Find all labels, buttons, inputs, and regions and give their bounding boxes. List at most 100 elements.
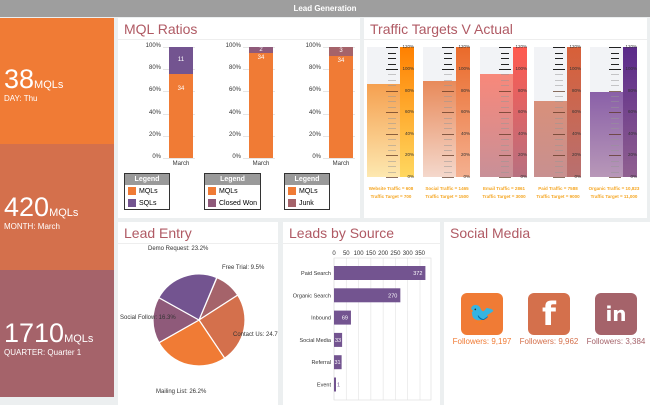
kpi-unit: MQLs xyxy=(34,79,64,91)
gauge-tick xyxy=(386,155,398,157)
kpi-unit: MQLs xyxy=(49,207,79,219)
gauge-tick xyxy=(444,74,452,76)
gauge-tick xyxy=(609,133,621,135)
gauge-scale-column xyxy=(513,47,527,177)
bar-segment-mqls[interactable] xyxy=(329,56,353,158)
pie-label: Contact Us: 24.7% xyxy=(233,332,278,338)
gauge-tick xyxy=(611,139,619,141)
gauge-scale-label: 120% xyxy=(402,44,414,50)
gauge-scale-label: 20% xyxy=(627,152,637,158)
gauge-tick xyxy=(444,96,452,97)
gauge-tick xyxy=(555,96,563,97)
bar-segment-sqls[interactable] xyxy=(169,47,193,75)
traffic-actual: Website Traffic = 608 xyxy=(368,186,414,191)
gauge-scale-label: 100% xyxy=(569,66,581,71)
kpi-quarter: 1710MQLs QUARTER: Quarter 1 xyxy=(0,270,114,397)
traffic-actual: Email Traffic = 2861 xyxy=(483,186,525,191)
pie-label: Demo Request: 23.2% xyxy=(148,246,209,252)
gauge-tick xyxy=(444,150,452,151)
panel-title: Leads by Source xyxy=(283,222,440,244)
bar[interactable] xyxy=(334,377,336,392)
bar-segment-mqls[interactable] xyxy=(169,74,193,158)
legend-item: Junk xyxy=(285,197,329,209)
facebook-icon[interactable]: f xyxy=(528,293,570,335)
gauge-tick xyxy=(501,166,509,168)
bar[interactable] xyxy=(334,288,401,303)
data-label: 34 xyxy=(337,58,345,64)
bar[interactable] xyxy=(334,310,351,325)
gauge-tick xyxy=(388,128,396,130)
gauge-tick xyxy=(442,177,454,178)
gauge-tick xyxy=(501,106,509,108)
pie-slice[interactable] xyxy=(158,319,226,367)
gauge-tick xyxy=(501,144,509,146)
x-tick-label: 300 xyxy=(403,251,414,257)
pie-slice[interactable] xyxy=(152,296,201,344)
gauge-tick xyxy=(553,90,565,92)
gauge-tick xyxy=(555,128,563,130)
legend-label: Closed Won xyxy=(219,199,258,207)
gauge-tick xyxy=(501,160,509,162)
gauge-tick xyxy=(501,85,509,87)
gauge-tick xyxy=(611,128,619,130)
gauge-tick xyxy=(444,79,452,81)
bar[interactable] xyxy=(334,266,426,280)
gauge-tick xyxy=(388,166,396,168)
bar-segment-junk[interactable] xyxy=(329,47,353,56)
gauge-tick xyxy=(388,96,396,97)
kpi-value: 38 xyxy=(4,64,35,94)
legend-swatch xyxy=(128,187,136,195)
bar-segment-closed-won[interactable] xyxy=(249,47,273,54)
gauge-scale-label: 0% xyxy=(630,174,637,179)
gauge-scale-label: 120% xyxy=(625,44,637,50)
gauge-tick xyxy=(553,69,565,70)
gauge-tick xyxy=(501,171,509,173)
gauge-tick xyxy=(386,177,398,178)
linkedin-icon[interactable]: in xyxy=(595,293,637,335)
gauge-tick xyxy=(555,85,563,87)
gauge-tick xyxy=(501,52,509,54)
gauge-tick xyxy=(388,74,396,76)
gauge-tick xyxy=(388,58,396,60)
y-tick-label: 100% xyxy=(145,43,161,49)
plot-area xyxy=(333,257,432,401)
y-tick-label: 100% xyxy=(225,43,241,49)
gauge-tick xyxy=(555,63,563,65)
y-tick-label: 0% xyxy=(232,154,241,160)
social-item[interactable]: in Followers: 3,384 xyxy=(583,293,649,346)
gauge-scale-label: 120% xyxy=(569,44,581,50)
gauge-tick xyxy=(611,85,619,87)
gauge-tick xyxy=(386,47,398,49)
gauge-tick xyxy=(555,117,563,119)
twitter-icon[interactable]: 🐦 xyxy=(461,293,503,335)
bar-segment-mqls[interactable] xyxy=(249,53,273,158)
x-tick-label: March xyxy=(172,161,190,167)
social-item[interactable]: f Followers: 9,962 xyxy=(516,293,582,346)
social-item[interactable]: 🐦 Followers: 9,197 xyxy=(449,293,515,346)
y-tick-label: Event xyxy=(317,383,332,389)
gauge-tick xyxy=(555,52,563,54)
gauge-tick xyxy=(611,171,619,173)
bar[interactable] xyxy=(334,332,343,347)
bar[interactable] xyxy=(334,355,342,370)
traffic-actual: Organic Traffic = 10,823 xyxy=(588,186,640,191)
social-media-panel: Social Media 🐦 Followers: 9,197 f Followers… xyxy=(444,222,650,405)
gauge-tick xyxy=(444,171,452,173)
pie-slice[interactable] xyxy=(157,273,218,321)
gauge-scale-label: 60% xyxy=(460,109,470,115)
gridline xyxy=(243,158,275,159)
data-label: 2 xyxy=(259,47,263,53)
legend-swatch xyxy=(128,199,136,207)
gridline xyxy=(163,158,195,159)
pie-slice[interactable] xyxy=(198,294,246,360)
data-label: 3 xyxy=(339,47,343,54)
legend-item: MQLs xyxy=(285,185,329,197)
gauge-scale-label: 60% xyxy=(517,109,527,115)
legend: Legend MQLs Junk xyxy=(284,173,330,210)
gauge-tick xyxy=(553,133,565,135)
gauge-caption: Social Traffic = 1465 Traffic Target = 15… xyxy=(419,185,475,201)
gauge-tick xyxy=(442,155,454,157)
y-tick-label: 80% xyxy=(308,65,321,72)
bar-chart: 0 50 100 150 200 250 300 350 Paid Search 372 Organ… xyxy=(293,251,432,401)
gauge-tick xyxy=(499,155,511,157)
